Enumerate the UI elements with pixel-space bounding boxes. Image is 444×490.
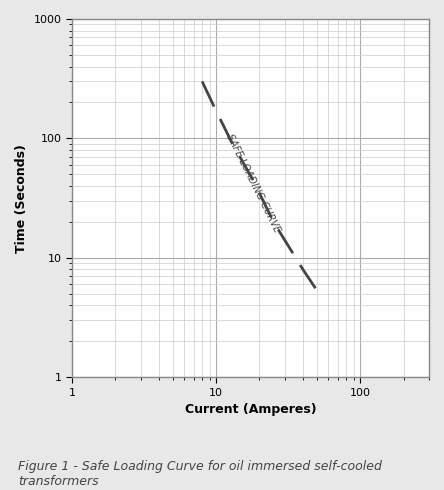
X-axis label: Current (Amperes): Current (Amperes)	[185, 403, 316, 416]
Text: SAFE LOADING CURVE: SAFE LOADING CURVE	[224, 132, 282, 234]
Y-axis label: Time (Seconds): Time (Seconds)	[15, 144, 28, 252]
Text: Figure 1 - Safe Loading Curve for oil immersed self-cooled
transformers: Figure 1 - Safe Loading Curve for oil im…	[18, 460, 382, 488]
